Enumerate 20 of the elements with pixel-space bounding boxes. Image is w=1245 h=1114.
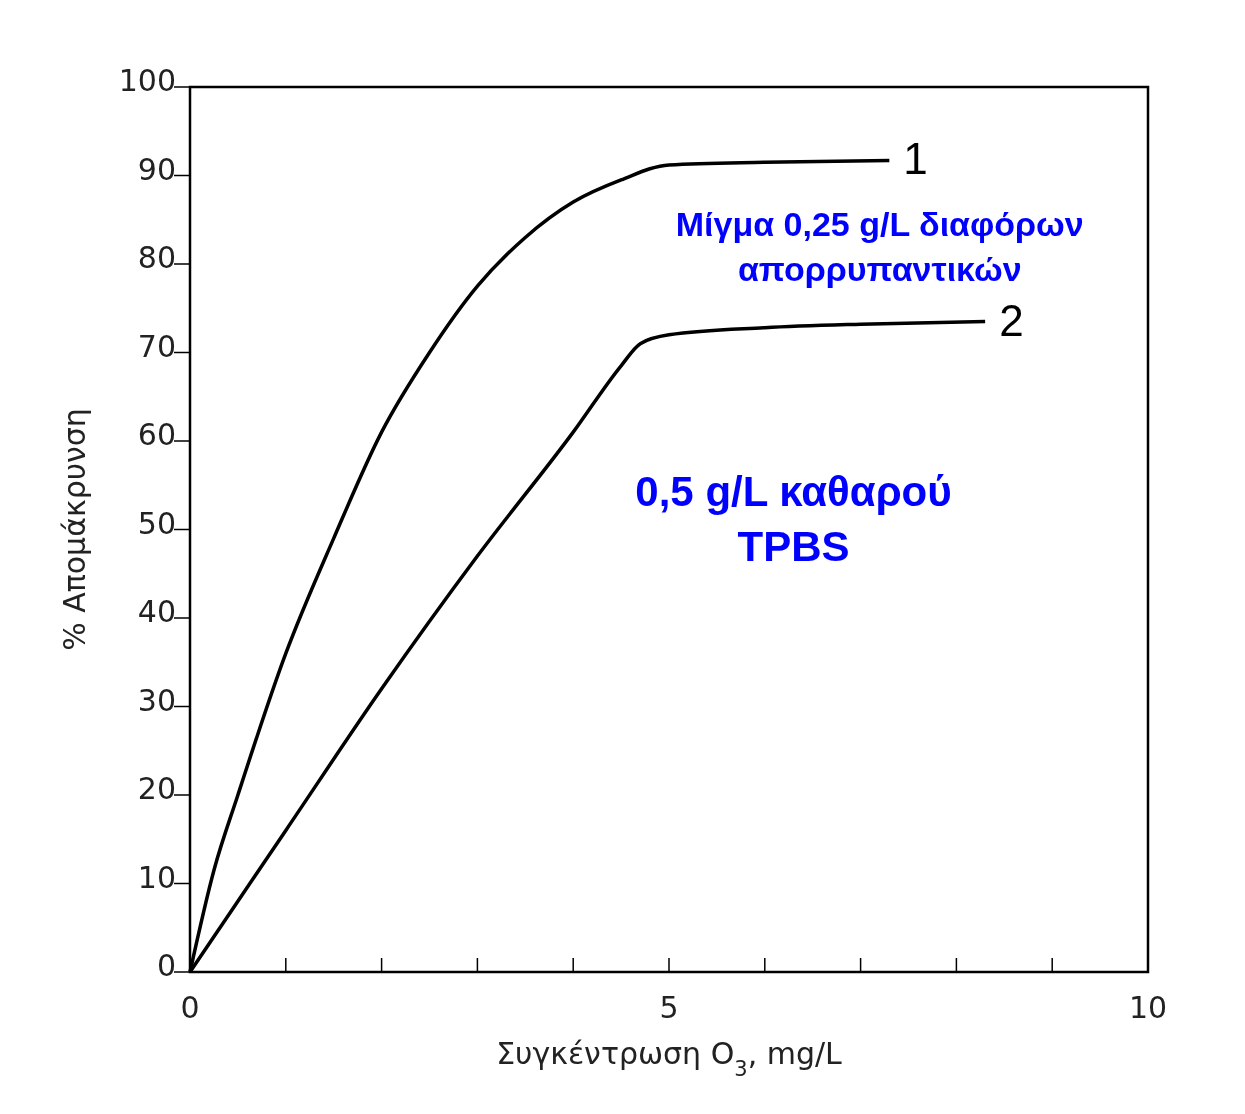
series-label: 1 — [903, 134, 928, 184]
x-tick-label: 10 — [1128, 990, 1168, 1025]
y-tick-label: 10 — [137, 859, 176, 895]
x-tick-label: 0 — [180, 990, 200, 1025]
x-tick-label: 5 — [659, 990, 679, 1025]
y-tick-label: 20 — [137, 771, 176, 806]
y-tick-label: 30 — [137, 682, 176, 718]
y-tick-label: 100 — [118, 63, 176, 98]
annotation: 0,5 g/L καθαρού TPBS — [635, 467, 952, 571]
annotation: Μίγμα 0,25 g/L διαφόρων απορρυπαντικών — [675, 204, 1084, 288]
x-axis-title: Συγκέντρωση O$_{3}$, mg/L — [496, 1036, 843, 1081]
y-axis-title: % Απομάκρυνση — [57, 408, 92, 651]
y-tick-label: 90 — [137, 151, 176, 187]
y-tick-label: 0 — [156, 948, 176, 983]
series-label: 2 — [999, 295, 1024, 345]
y-tick-label: 40 — [137, 594, 176, 629]
y-tick-label: 50 — [137, 505, 176, 541]
y-tick-label: 70 — [137, 328, 176, 364]
y-tick-label: 60 — [137, 417, 176, 452]
y-tick-label: 80 — [137, 240, 176, 275]
